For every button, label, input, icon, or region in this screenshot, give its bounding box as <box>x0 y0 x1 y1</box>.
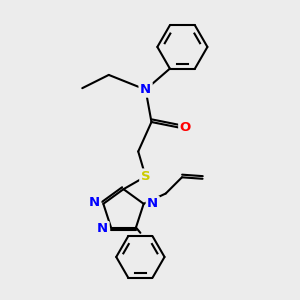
Text: S: S <box>141 170 150 183</box>
Text: N: N <box>140 83 151 96</box>
Text: N: N <box>89 196 100 209</box>
Text: N: N <box>147 197 158 210</box>
Text: N: N <box>97 223 108 236</box>
Text: O: O <box>180 122 191 134</box>
